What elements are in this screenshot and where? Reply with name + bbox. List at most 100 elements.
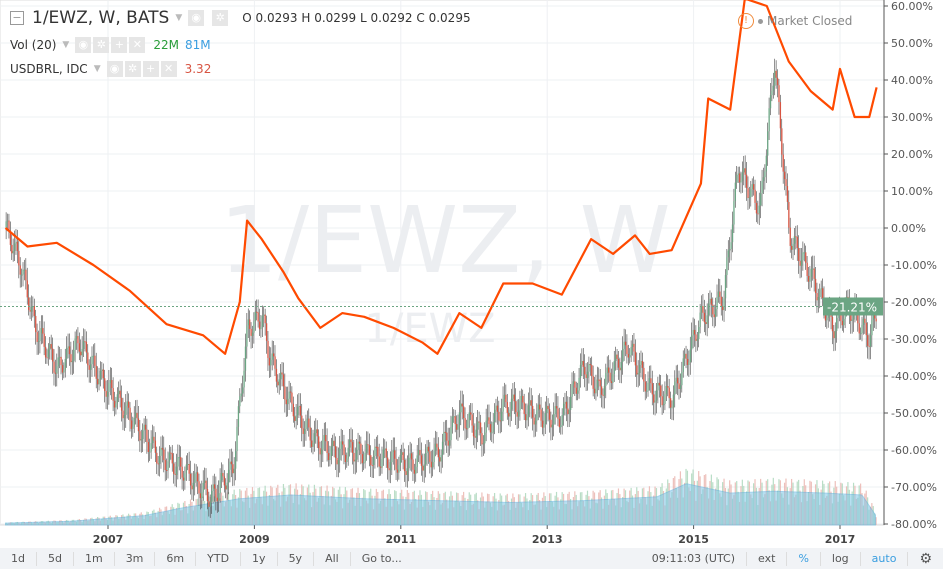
candle-body [793, 236, 796, 244]
eye-icon[interactable]: ◉ [188, 10, 205, 26]
x-tick-label: 2013 [532, 533, 563, 546]
y-tick-label: -70.00% [891, 481, 937, 494]
eye-icon[interactable]: ◉ [106, 61, 123, 77]
candle-body [782, 154, 784, 172]
candle-body [120, 397, 123, 411]
candle-body [814, 278, 817, 294]
candle-body [298, 405, 300, 407]
candle-body [15, 241, 17, 244]
range-5y[interactable]: 5y [278, 551, 315, 566]
ext-toggle[interactable]: ext [747, 551, 788, 566]
candle-body [227, 469, 230, 483]
candle-body [733, 201, 735, 225]
chevron-down-icon[interactable]: ▼ [175, 13, 183, 23]
range-ytd[interactable]: YTD [196, 551, 242, 566]
candle-body [598, 379, 600, 381]
range-1m[interactable]: 1m [74, 551, 115, 566]
candle-body [409, 453, 411, 458]
candle-body [862, 318, 865, 325]
candle-body [591, 365, 593, 377]
candle-body [256, 311, 258, 313]
candle-body [676, 377, 679, 384]
candle-body [5, 221, 7, 228]
candle-body [612, 373, 614, 383]
candle-body [388, 468, 390, 471]
x-tick-label: 2011 [385, 533, 416, 546]
log-toggle[interactable]: log [821, 551, 861, 566]
candle-body [89, 364, 92, 370]
eye-icon[interactable]: ◉ [75, 37, 92, 53]
candle-body [681, 372, 683, 386]
last-price-label-bg [823, 297, 883, 316]
candle-body [454, 416, 456, 425]
range-5d[interactable]: 5d [37, 551, 74, 566]
candle-body [488, 417, 490, 425]
price-chart[interactable]: 60.00% 50.00% 40.00% 30.00% 20.00% 10.00% 0.00… [0, 0, 943, 548]
gear-icon[interactable]: ✲ [93, 37, 110, 53]
close-icon[interactable]: ✕ [129, 37, 146, 53]
candle-body [216, 497, 218, 501]
range-6m[interactable]: 6m [155, 551, 197, 566]
range-3m[interactable]: 3m [115, 551, 156, 566]
candle-body [163, 449, 165, 461]
candle-body [21, 274, 23, 276]
candle-body [336, 457, 338, 465]
close-icon[interactable]: ✕ [160, 61, 177, 77]
candle-body [857, 310, 859, 324]
candle-body [714, 309, 717, 318]
compare-label[interactable]: USDBRL, IDC [10, 62, 88, 76]
auto-toggle[interactable]: auto [861, 551, 909, 566]
symbol-title[interactable]: 1/EWZ, W, BATS [32, 8, 170, 28]
candle-body [242, 387, 244, 394]
candle-body [672, 394, 675, 408]
plus-icon[interactable]: + [111, 37, 128, 53]
candle-body [378, 456, 380, 467]
chevron-down-icon[interactable]: ▼ [62, 40, 70, 50]
settings-gear-icon[interactable]: ⚙ [919, 550, 932, 567]
candle-body [443, 431, 445, 442]
candle-body [346, 458, 348, 462]
candle-body [753, 184, 755, 190]
candle-body [106, 391, 109, 397]
candle-body [762, 177, 765, 182]
candle-body [699, 312, 701, 327]
candle-body [700, 306, 703, 313]
candle-body [316, 429, 318, 437]
candle-body [486, 417, 489, 421]
candle-body [501, 411, 503, 422]
percent-toggle[interactable]: % [787, 551, 821, 566]
candle-body [129, 407, 131, 421]
clock: 09:11:03 (UTC) [641, 551, 748, 566]
range-all[interactable]: All [314, 551, 351, 566]
warning-icon[interactable]: ! [738, 13, 754, 29]
candle-body [622, 348, 624, 363]
range-1y[interactable]: 1y [241, 551, 278, 566]
candle-body [758, 205, 760, 214]
candle-body [147, 442, 149, 452]
candle-body [634, 351, 637, 366]
candle-body [340, 441, 342, 449]
candle-body [647, 382, 649, 391]
candle-body [553, 414, 555, 425]
volume-value: 22M [153, 38, 179, 52]
volume-ma-area [5, 483, 876, 526]
gear-icon[interactable]: ✲ [124, 61, 141, 77]
goto-button[interactable]: Go to... [361, 551, 402, 565]
candle-body [640, 361, 642, 365]
candle-body [312, 442, 314, 447]
x-tick-label: 2015 [678, 533, 709, 546]
plus-icon[interactable]: + [142, 61, 159, 77]
candle-body [550, 419, 552, 428]
candle-body [693, 329, 696, 335]
candle-body [47, 349, 50, 358]
candle-body [706, 315, 708, 325]
candle-body [422, 465, 424, 471]
candle-body [503, 394, 506, 400]
range-1d[interactable]: 1d [0, 551, 37, 566]
collapse-icon[interactable]: − [10, 11, 24, 25]
gear-icon[interactable]: ✲ [212, 10, 229, 26]
chevron-down-icon[interactable]: ▼ [93, 64, 101, 74]
candle-body [515, 401, 517, 413]
volume-label[interactable]: Vol (20) [10, 38, 57, 52]
candle-body [602, 394, 604, 396]
